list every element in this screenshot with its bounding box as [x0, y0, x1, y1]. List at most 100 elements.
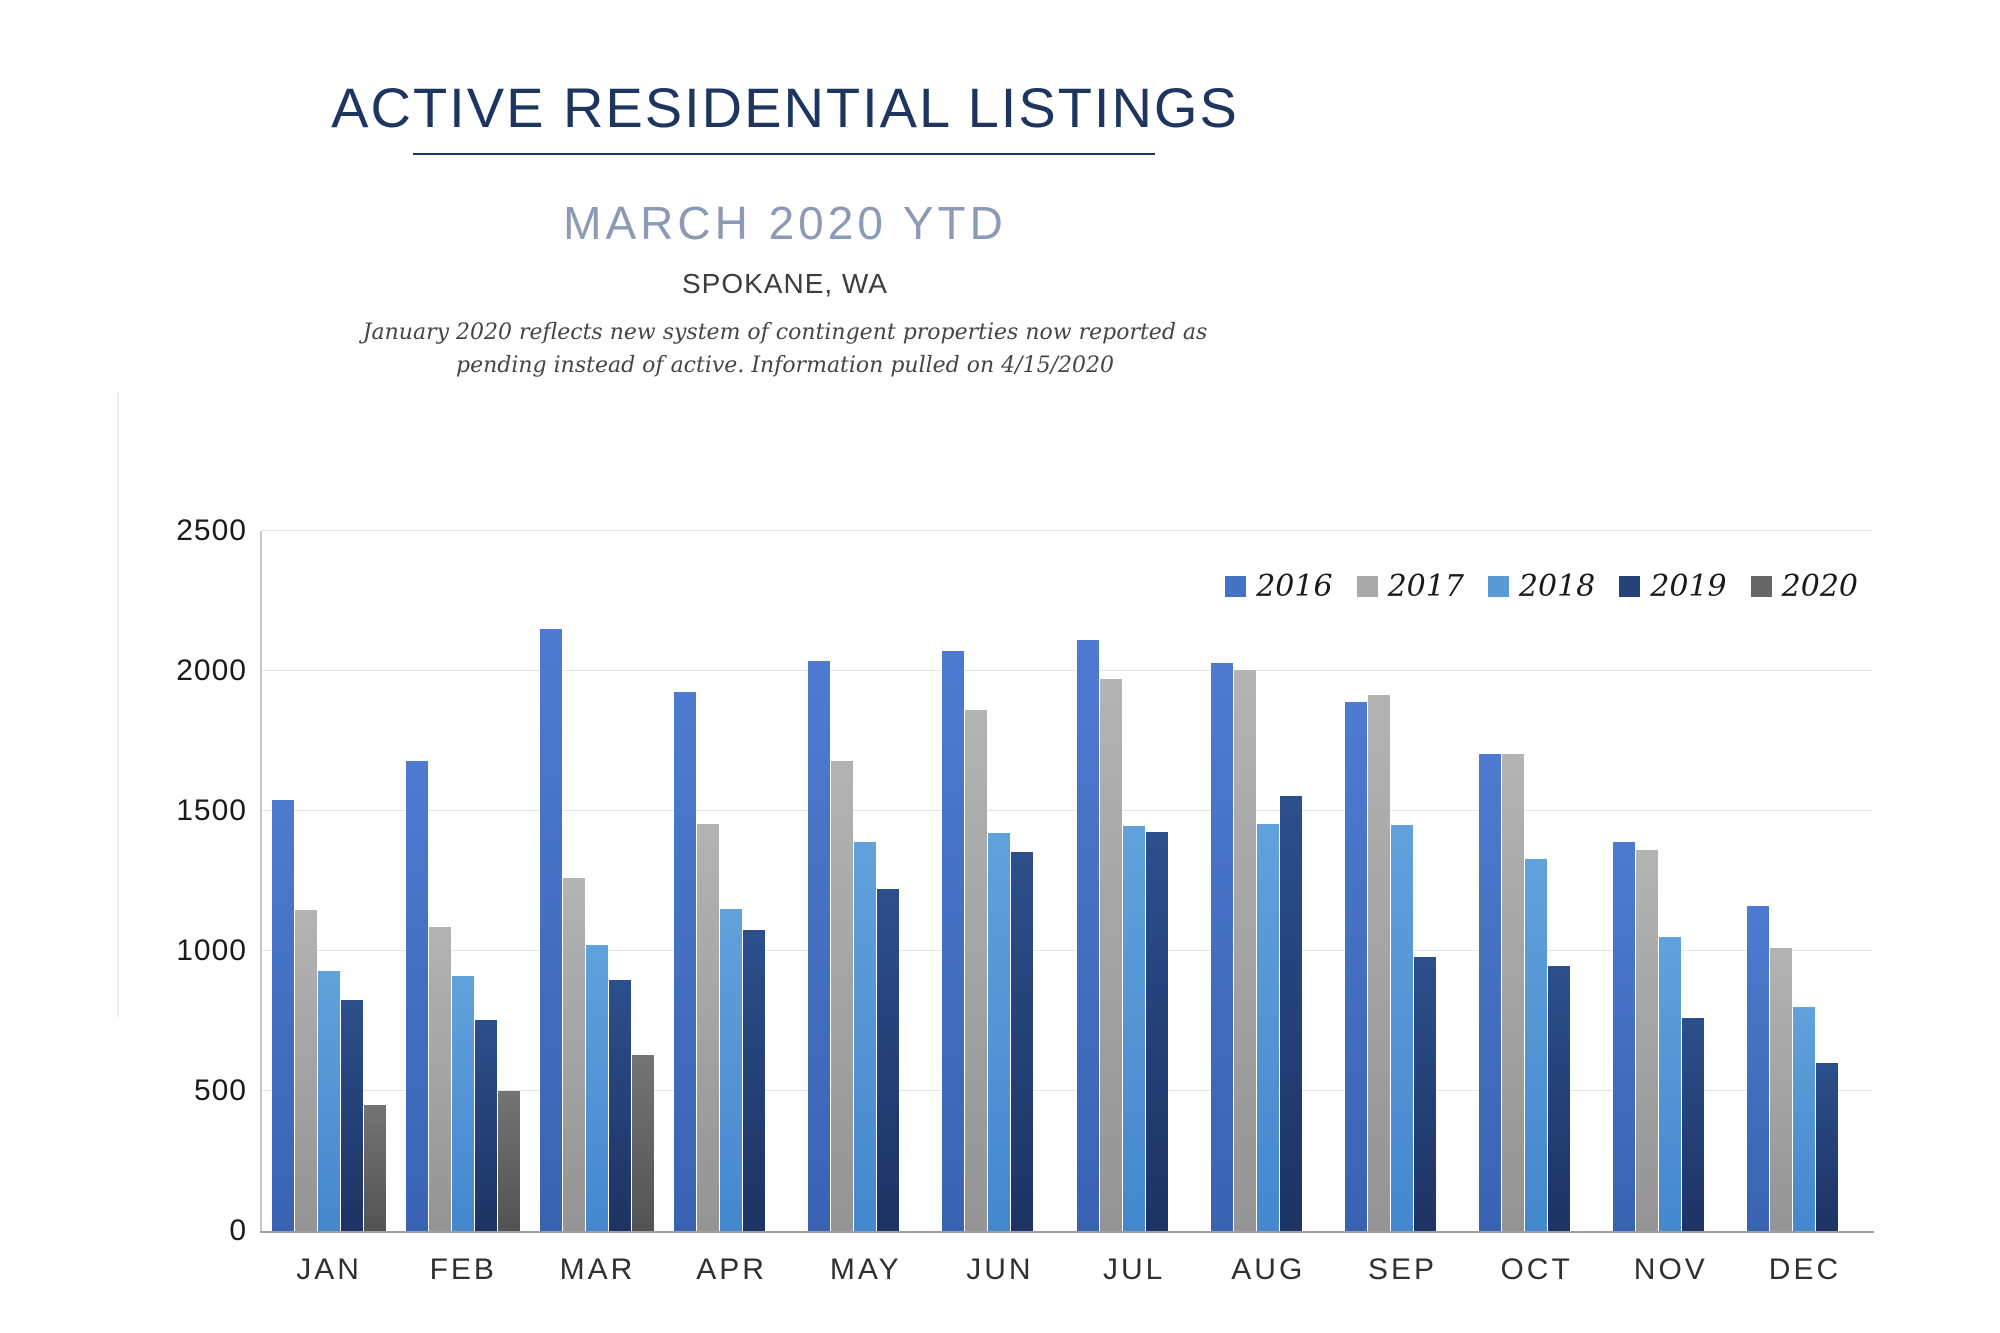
y-tick-1000: 1000: [176, 934, 247, 967]
bar-slot-mar-2018: [585, 531, 608, 1231]
bar-mar-2017: [562, 878, 585, 1231]
footnote: January 2020 reflects new system of cont…: [0, 316, 1570, 382]
x-label-jun: JUN: [966, 1253, 1034, 1286]
gridline-500: [262, 1090, 1872, 1091]
bar-slot-may-2019: [877, 531, 900, 1231]
x-axis-labels: JAN FEB MAR APR MAY JUN JUL AUG SEP OCT NOV DEC: [262, 1253, 1872, 1287]
bar-slot-jan-2016: [271, 531, 294, 1231]
footnote-line-1: January 2020 reflects new system of cont…: [362, 320, 1208, 345]
bar-jul-2017: [1099, 679, 1122, 1231]
bar-dec-2016: [1747, 906, 1770, 1231]
bar-apr-2017: [697, 823, 720, 1231]
legend-swatch-2018: [1487, 576, 1509, 597]
bar-slot-dec-2019: [1816, 531, 1839, 1231]
bar-slot-sep-2018: [1390, 531, 1413, 1231]
bar-slot-may-2016: [808, 531, 831, 1231]
bar-slot-oct-2016: [1479, 531, 1502, 1231]
y-tick-0: 0: [229, 1214, 247, 1247]
bar-slot-oct-2019: [1548, 531, 1571, 1231]
bar-chart: 0 500 1000 1500 2000 2500 JAN FEB MAR APR MAY JUN J…: [176, 514, 1874, 1286]
bar-jun-2016: [942, 651, 965, 1231]
bar-slot-mar-2017: [562, 531, 585, 1231]
gridline-1500: [262, 810, 1872, 811]
x-label-apr: APR: [696, 1253, 767, 1286]
legend-label-2019: 2019: [1650, 569, 1727, 604]
bar-slot-oct-2017: [1502, 531, 1525, 1231]
bar-nov-2016: [1613, 841, 1636, 1231]
x-label-jul: JUL: [1102, 1253, 1166, 1286]
bar-dec-2018: [1793, 1007, 1816, 1231]
bar-group-feb: [396, 531, 530, 1231]
bar-slot-aug-2020: [1303, 531, 1325, 1231]
y-tick-2000: 2000: [176, 654, 247, 687]
bar-slot-sep-2019: [1413, 531, 1436, 1231]
location-label: SPOKANE, WA: [681, 268, 888, 299]
bar-sep-2019: [1413, 956, 1436, 1231]
bar-group-jul: [1067, 531, 1201, 1231]
bar-slot-oct-2018: [1525, 531, 1548, 1231]
bar-slot-aug-2016: [1210, 531, 1233, 1231]
legend-item-2018: 2018: [1487, 569, 1595, 604]
bar-slot-jul-2016: [1076, 531, 1099, 1231]
legend-item-2020: 2020: [1750, 569, 1858, 604]
bar-jun-2018: [988, 833, 1011, 1231]
y-tick-2500: 2500: [176, 514, 247, 547]
bar-slot-jun-2019: [1011, 531, 1034, 1231]
bar-slot-mar-2020: [631, 531, 654, 1231]
bar-jul-2016: [1076, 640, 1099, 1231]
legend-item-2019: 2019: [1619, 569, 1727, 604]
bar-aug-2017: [1233, 669, 1256, 1231]
bar-may-2018: [854, 841, 877, 1231]
bar-jul-2018: [1122, 826, 1145, 1231]
bar-slot-jul-2018: [1122, 531, 1145, 1231]
bar-slot-feb-2019: [474, 531, 497, 1231]
bar-slot-aug-2019: [1279, 531, 1302, 1231]
bar-dec-2019: [1816, 1063, 1839, 1231]
legend-item-2016: 2016: [1225, 569, 1333, 604]
page-title: ACTIVE RESIDENTIAL LISTINGS: [331, 76, 1239, 139]
bar-mar-2020: [631, 1054, 654, 1231]
bar-slot-may-2018: [854, 531, 877, 1231]
bar-slot-sep-2017: [1367, 531, 1390, 1231]
bar-group-may: [799, 531, 933, 1231]
bar-slot-jan-2019: [340, 531, 363, 1231]
bar-group-dec: [1738, 531, 1872, 1231]
y-tick-1500: 1500: [176, 794, 247, 827]
y-tick-500: 500: [193, 1074, 247, 1107]
bar-slot-nov-2019: [1682, 531, 1705, 1231]
bar-slot-may-2020: [900, 531, 922, 1231]
bar-slot-jul-2019: [1145, 531, 1168, 1231]
bar-dec-2017: [1770, 948, 1793, 1231]
bar-sep-2017: [1367, 694, 1390, 1231]
legend-item-2017: 2017: [1356, 569, 1464, 604]
x-label-mar: MAR: [559, 1253, 636, 1286]
gridline-1000: [262, 950, 1872, 951]
bar-aug-2018: [1256, 823, 1279, 1231]
bar-aug-2016: [1210, 662, 1233, 1231]
x-label-dec: DEC: [1768, 1253, 1842, 1286]
bar-group-jan: [262, 531, 396, 1231]
bar-mar-2016: [539, 629, 562, 1231]
bar-slot-sep-2016: [1344, 531, 1367, 1231]
bar-slot-jan-2018: [317, 531, 340, 1231]
bar-slot-jun-2017: [965, 531, 988, 1231]
bar-slot-jun-2020: [1034, 531, 1056, 1231]
bar-jun-2017: [965, 710, 988, 1231]
bar-group-aug: [1201, 531, 1335, 1231]
x-label-aug: AUG: [1231, 1253, 1306, 1286]
bar-slot-jan-2020: [363, 531, 386, 1231]
footnote-line-2: pending instead of active. Information p…: [456, 353, 1114, 378]
legend-label-2016: 2016: [1256, 569, 1333, 604]
report-period-subtitle: MARCH 2020 YTD: [563, 197, 1007, 249]
legend-swatch-2019: [1619, 576, 1641, 597]
bar-group-sep: [1335, 531, 1469, 1231]
bar-slot-feb-2020: [497, 531, 520, 1231]
bar-may-2017: [831, 760, 854, 1231]
bar-feb-2018: [451, 976, 474, 1231]
bar-jan-2016: [271, 799, 294, 1231]
gridline-2500: [262, 530, 1872, 531]
bar-slot-dec-2016: [1747, 531, 1770, 1231]
bar-aug-2019: [1279, 795, 1302, 1231]
bar-feb-2020: [497, 1091, 520, 1231]
